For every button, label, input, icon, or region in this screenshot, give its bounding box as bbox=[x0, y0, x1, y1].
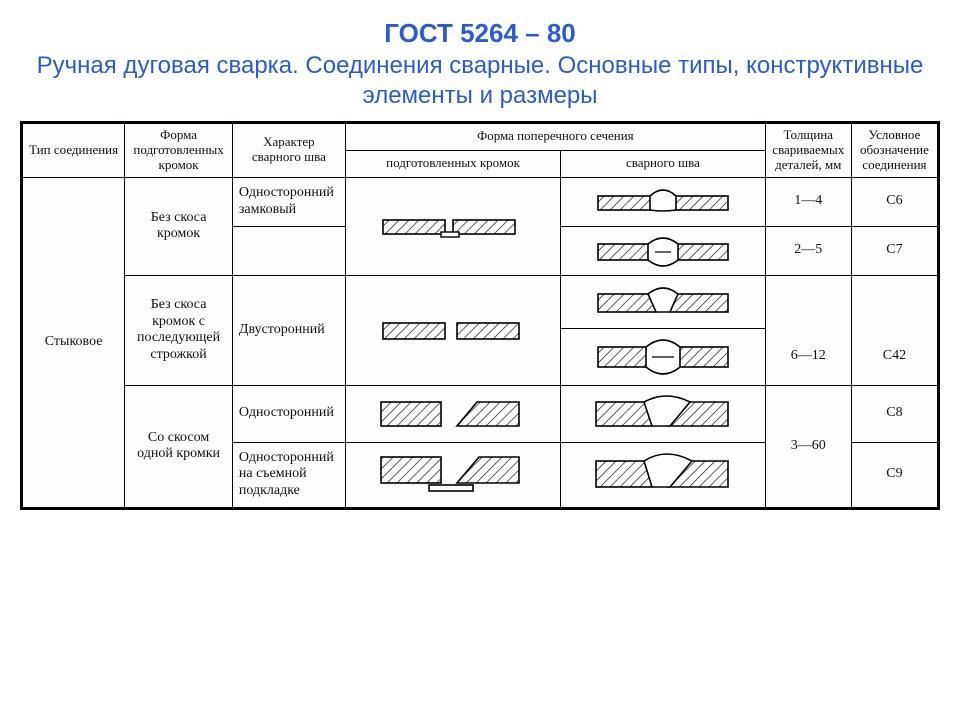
th-weld: Характер сварного шва bbox=[232, 124, 345, 178]
diagram-prep-a bbox=[345, 177, 560, 275]
cell-edge-c: Со скосом одной кромки bbox=[125, 385, 233, 507]
th-d1: подготовленных кромок bbox=[345, 150, 560, 177]
cell-thick-1: 2—5 bbox=[765, 226, 851, 275]
cell-desig-2 bbox=[851, 275, 937, 328]
th-d2: сварного шва bbox=[561, 150, 766, 177]
cell-weld-1 bbox=[232, 226, 345, 275]
diagram-weld-1 bbox=[561, 226, 766, 275]
standards-table: Тип соединения Форма подготовленных кром… bbox=[20, 121, 940, 510]
title-line-1: ГОСТ 5264 – 80 bbox=[20, 18, 940, 49]
title-block: ГОСТ 5264 – 80 Ручная дуговая сварка. Со… bbox=[20, 18, 940, 111]
cell-weld-5: Односторонний на съемной подкладке bbox=[232, 442, 345, 507]
table-row: Со скосом одной кромки Односторонний bbox=[23, 385, 938, 442]
cell-edge-a: Без скоса кромок bbox=[125, 177, 233, 275]
cell-desig-5: С9 bbox=[851, 442, 937, 507]
title-line-2: Ручная дуговая сварка. Соединения сварны… bbox=[20, 51, 940, 111]
table-row: Без скоса кромок с последующей строжкой … bbox=[23, 275, 938, 328]
cell-edge-b: Без скоса кромок с последующей строжкой bbox=[125, 275, 233, 385]
cell-thick-3: 6—12 bbox=[765, 328, 851, 385]
diagram-prep-c2 bbox=[345, 442, 560, 507]
th-thick: Толщина свариваемых деталей, мм bbox=[765, 124, 851, 178]
table-row: Стыковое Без скоса кромок Односторонний … bbox=[23, 177, 938, 226]
cell-thick-5: 3—60 bbox=[765, 385, 851, 507]
cell-weld-4: Односторонний bbox=[232, 385, 345, 442]
diagram-weld-5 bbox=[561, 442, 766, 507]
cell-thick-0: 1—4 bbox=[765, 177, 851, 226]
diagram-weld-3 bbox=[561, 328, 766, 385]
th-edge: Форма подготовленных кромок bbox=[125, 124, 233, 178]
diagram-weld-2 bbox=[561, 275, 766, 328]
cell-thick-2 bbox=[765, 275, 851, 328]
diagram-prep-c1 bbox=[345, 385, 560, 442]
th-desig: Условное обозначение соединения bbox=[851, 124, 937, 178]
cell-desig-4: С8 bbox=[851, 385, 937, 442]
diagram-prep-b bbox=[345, 275, 560, 385]
cell-join-type: Стыковое bbox=[23, 177, 125, 507]
cell-weld-0: Односторонний замковый bbox=[232, 177, 345, 226]
cell-desig-0: С6 bbox=[851, 177, 937, 226]
diagram-weld-0 bbox=[561, 177, 766, 226]
cell-weld-2: Двусторонний bbox=[232, 275, 345, 385]
th-type: Тип соединения bbox=[23, 124, 125, 178]
cell-desig-1: С7 bbox=[851, 226, 937, 275]
cell-desig-3: С42 bbox=[851, 328, 937, 385]
diagram-weld-4 bbox=[561, 385, 766, 442]
th-super: Форма поперечного сечения bbox=[345, 124, 765, 151]
